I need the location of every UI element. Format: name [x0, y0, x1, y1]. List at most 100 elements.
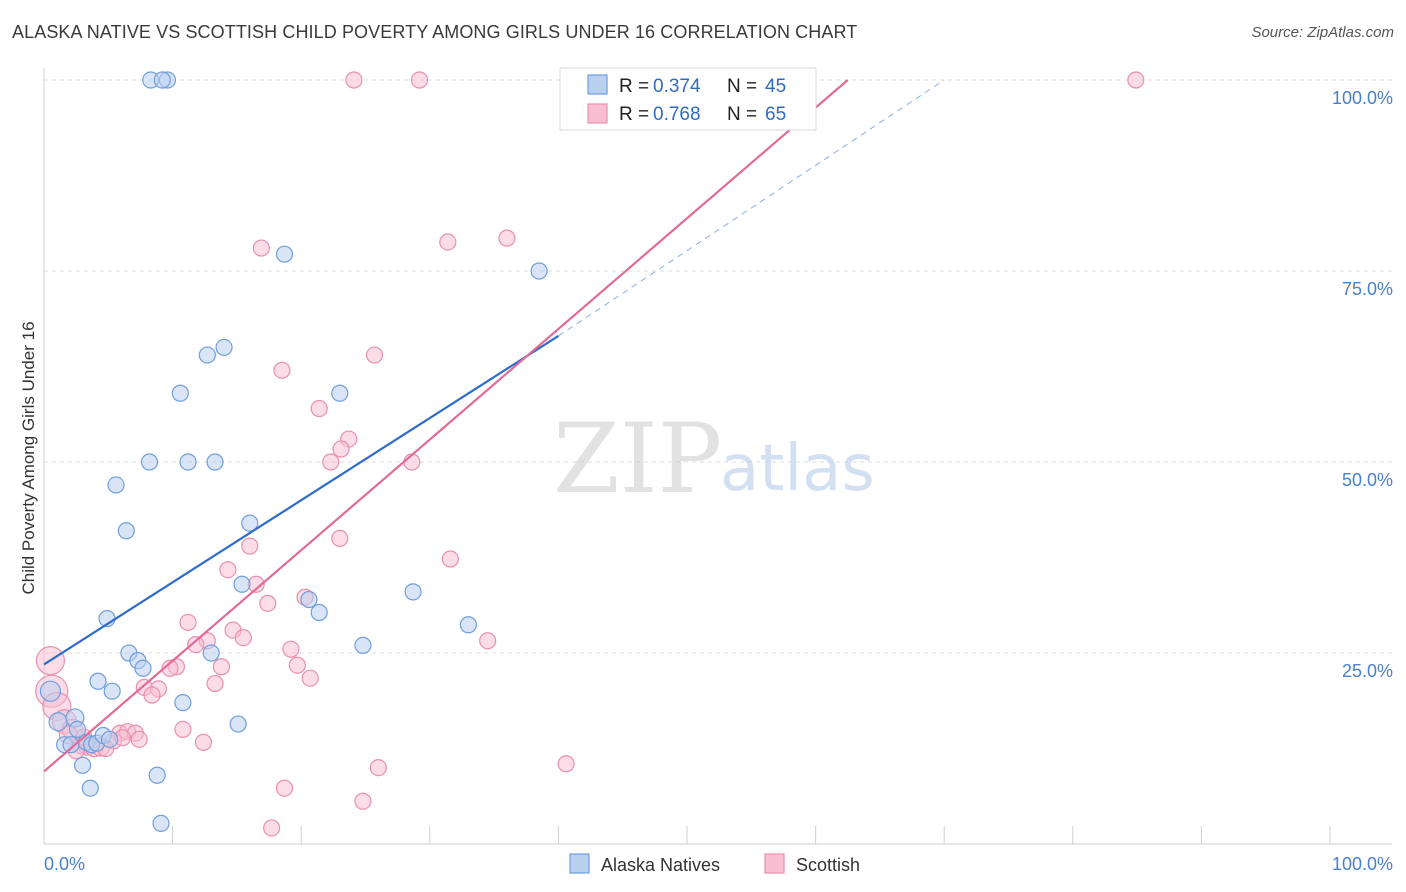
point-alaska-natives — [331, 384, 349, 402]
watermark: ZIP atlas — [553, 403, 875, 515]
point-scottish — [174, 720, 192, 739]
point-scottish — [263, 819, 281, 837]
watermark-zip: ZIP — [553, 403, 722, 515]
data-points — [35, 71, 1145, 837]
point-scottish — [212, 658, 231, 676]
point-scottish — [439, 233, 457, 251]
point-scottish — [1127, 71, 1145, 89]
point-alaska-natives — [68, 720, 87, 739]
point-alaska-natives — [233, 575, 251, 593]
point-alaska-natives — [140, 453, 159, 471]
point-alaska-natives — [39, 680, 62, 702]
trend-lines — [43, 79, 945, 773]
point-scottish — [441, 550, 459, 568]
point-scottish — [310, 399, 328, 418]
point-scottish — [557, 755, 575, 773]
point-scottish — [369, 758, 387, 777]
point-alaska-natives — [107, 476, 125, 494]
legend-swatch-alaska-natives — [569, 853, 590, 874]
legend-r-value-alaska: 0.374 — [653, 76, 701, 97]
point-scottish — [332, 440, 350, 458]
point-alaska-natives — [202, 644, 220, 662]
point-scottish — [275, 779, 294, 797]
point-alaska-natives — [530, 262, 548, 280]
legend-correlation: R = 0.374 N = 45 R = 0.768 N = 65 — [559, 67, 817, 131]
point-scottish — [219, 561, 237, 579]
y-axis-label: Child Poverty Among Girls Under 16 — [19, 321, 38, 594]
y-tick-label-75: 75.0% — [1342, 279, 1393, 299]
point-alaska-natives — [179, 453, 197, 471]
point-alaska-natives — [215, 338, 233, 356]
point-alaska-natives — [459, 616, 477, 634]
point-scottish — [282, 640, 300, 658]
point-alaska-natives — [241, 514, 259, 532]
point-alaska-natives — [148, 766, 166, 784]
point-scottish — [365, 346, 384, 364]
point-alaska-natives — [404, 583, 422, 601]
point-alaska-natives — [198, 346, 216, 364]
legend-n-label-scottish: N = — [727, 104, 757, 125]
point-scottish — [179, 613, 197, 632]
point-scottish — [301, 669, 319, 687]
point-scottish — [479, 632, 497, 650]
point-alaska-natives — [103, 682, 121, 700]
point-scottish — [143, 686, 161, 704]
legend-swatch-scottish — [587, 103, 608, 124]
point-alaska-natives — [89, 672, 107, 690]
point-alaska-natives — [275, 245, 294, 263]
point-alaska-natives — [152, 814, 170, 832]
watermark-atlas: atlas — [720, 432, 875, 506]
legend-r-label-alaska: R = — [619, 76, 649, 97]
point-alaska-natives — [81, 779, 99, 797]
point-scottish — [288, 656, 306, 674]
point-scottish — [273, 361, 291, 379]
point-scottish — [130, 730, 148, 748]
point-scottish — [194, 733, 213, 751]
point-scottish — [252, 239, 270, 257]
legend-n-value-alaska: 45 — [765, 76, 786, 97]
grid — [44, 79, 1392, 654]
point-alaska-natives — [206, 453, 224, 471]
y-tick-label-25: 25.0% — [1342, 661, 1393, 681]
trend-line-alaska-natives — [43, 335, 559, 666]
point-alaska-natives — [229, 715, 247, 733]
x-tick-label-min: 0.0% — [44, 854, 85, 874]
point-scottish — [187, 635, 205, 654]
y-tick-label-50: 50.0% — [1342, 470, 1393, 490]
axes — [43, 68, 1392, 845]
legend-swatch-scottish — [764, 853, 785, 874]
point-alaska-natives — [153, 71, 171, 89]
point-alaska-natives — [100, 730, 119, 748]
source-label: Source: ZipAtlas.com — [1251, 24, 1394, 41]
point-alaska-natives — [62, 736, 80, 754]
y-tick-label-100: 100.0% — [1332, 88, 1393, 108]
y-tick-labels: 25.0% 50.0% 75.0% 100.0% — [1332, 88, 1393, 681]
x-tick-label-max: 100.0% — [1332, 854, 1393, 874]
point-scottish — [345, 71, 363, 89]
point-scottish — [241, 537, 259, 555]
point-scottish — [322, 453, 340, 471]
point-scottish — [354, 792, 372, 810]
point-alaska-natives — [310, 603, 328, 622]
legend-label-scottish: Scottish — [796, 855, 860, 875]
x-tick-labels: 0.0% 100.0% — [44, 854, 1393, 874]
legend-n-label-alaska: N = — [727, 76, 757, 97]
point-alaska-natives — [174, 694, 192, 712]
legend-n-value-scottish: 65 — [765, 104, 786, 125]
legend-label-alaska-natives: Alaska Natives — [601, 855, 720, 875]
point-alaska-natives — [73, 756, 92, 774]
legend-swatch-alaska — [587, 74, 608, 95]
legend-r-value-scottish: 0.768 — [653, 104, 701, 125]
point-scottish — [234, 629, 252, 647]
legend-series: Alaska Natives Scottish — [569, 853, 860, 875]
point-scottish — [206, 674, 224, 693]
point-alaska-natives — [171, 384, 189, 402]
point-alaska-natives — [117, 522, 135, 540]
point-alaska-natives — [48, 712, 68, 732]
point-scottish — [410, 71, 429, 89]
point-scottish — [331, 529, 349, 548]
point-scottish — [161, 659, 179, 677]
point-alaska-natives — [134, 659, 152, 677]
legend-r-label-scottish: R = — [619, 104, 649, 125]
